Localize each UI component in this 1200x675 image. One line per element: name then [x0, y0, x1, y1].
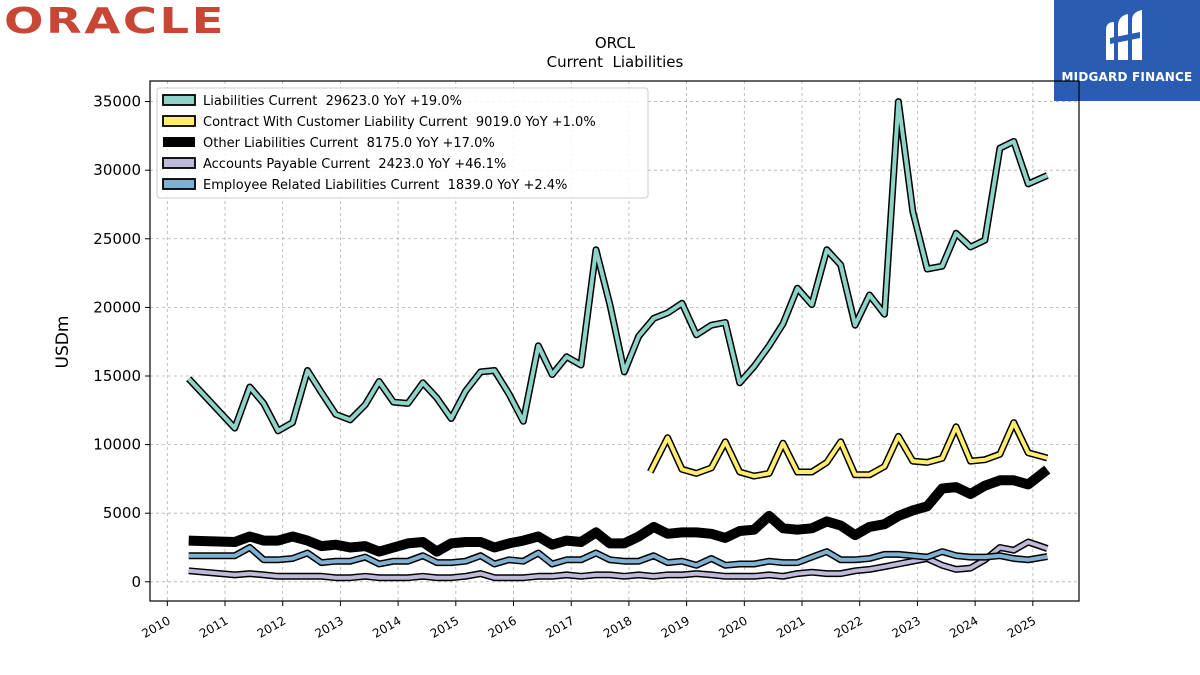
x-tick-label: 2014	[370, 613, 403, 640]
legend-swatch	[162, 178, 196, 190]
legend-item: Accounts Payable Current 2423.0 YoY +46.…	[162, 157, 506, 172]
series-group	[186, 98, 1051, 582]
legend-label: Accounts Payable Current 2423.0 YoY +46.…	[203, 157, 506, 172]
x-tick-label: 2019	[659, 613, 692, 640]
legend-swatch	[162, 157, 196, 169]
chart-subtitle: Current Liabilities	[547, 53, 684, 71]
chart-title: ORCL	[595, 34, 636, 52]
legend-swatch	[163, 137, 195, 147]
x-tick-label: 2021	[774, 613, 807, 640]
y-axis-label: USDm	[53, 316, 73, 369]
x-tick-label: 2025	[1005, 613, 1038, 640]
midgard-finance-text: MIDGARD FINANCE	[1061, 70, 1193, 84]
plot-frame	[149, 80, 1080, 602]
y-tick-label: 30000	[93, 161, 141, 179]
x-tick-label: 2011	[197, 613, 230, 640]
oracle-logo: ORACLE	[4, 2, 226, 38]
legend-swatch	[162, 94, 196, 106]
series-line	[187, 99, 1049, 433]
series-other-liabilities-current	[188, 465, 1051, 557]
x-tick-label: 2018	[601, 613, 634, 640]
x-tick-label: 2013	[312, 613, 345, 640]
legend-label: Employee Related Liabilities Current 183…	[203, 178, 567, 193]
x-tick-label: 2015	[428, 613, 461, 640]
series-contract-with-customer-liability-current	[647, 419, 1049, 480]
y-tick-label: 20000	[93, 298, 141, 316]
x-tick-label: 2020	[716, 613, 749, 640]
legend-item: Liabilities Current 29623.0 YoY +19.0%	[162, 94, 462, 109]
series-employee-related-liabilities-current	[188, 544, 1048, 569]
midgard-emblem-icon	[1106, 10, 1142, 60]
y-tick-label: 10000	[93, 436, 141, 454]
series-line	[188, 540, 1048, 580]
x-tick-label: 2017	[543, 613, 576, 640]
legend-swatch	[162, 115, 196, 127]
series-line	[188, 545, 1048, 568]
x-tick-label: 2010	[139, 613, 172, 640]
x-tick-label: 2023	[889, 613, 922, 640]
legend-label: Liabilities Current 29623.0 YoY +19.0%	[203, 94, 462, 109]
legend-label: Other Liabilities Current 8175.0 YoY +17…	[203, 136, 495, 151]
series-accounts-payable-current	[188, 538, 1049, 582]
series-line	[648, 420, 1048, 479]
svg-text:ORACLE: ORACLE	[4, 2, 226, 38]
x-tick-label: 2016	[486, 613, 519, 640]
y-tick-label: 25000	[93, 230, 141, 248]
midgard-finance-logo: MIDGARD FINANCE	[1054, 0, 1200, 101]
y-tick-label: 35000	[93, 93, 141, 111]
y-tick-label: 0	[131, 573, 141, 591]
legend-item: Other Liabilities Current 8175.0 YoY +17…	[163, 136, 495, 151]
series-liabilities-current	[186, 98, 1049, 435]
legend-label: Contract With Customer Liability Current…	[203, 115, 596, 130]
legend: Liabilities Current 29623.0 YoY +19.0% Co…	[156, 87, 649, 199]
x-tick-label: 2024	[947, 613, 980, 640]
x-tick-label: 2022	[832, 613, 865, 640]
y-tick-label: 5000	[103, 504, 141, 522]
x-tick-label: 2012	[255, 613, 288, 640]
y-tick-label: 15000	[93, 367, 141, 385]
legend-item: Contract With Customer Liability Current…	[162, 115, 596, 130]
legend-item: Employee Related Liabilities Current 183…	[162, 178, 567, 193]
legend-box	[156, 87, 649, 199]
series-line	[188, 465, 1051, 557]
